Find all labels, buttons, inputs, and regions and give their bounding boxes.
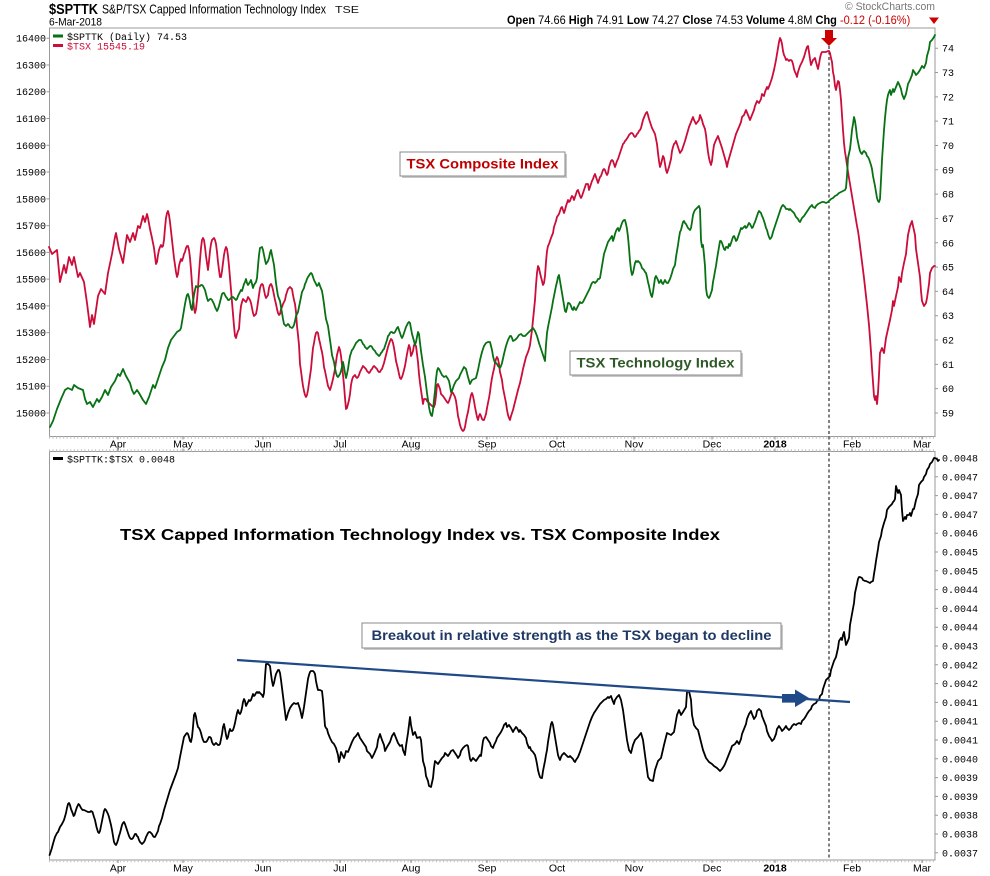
svg-text:6-Mar-2018: 6-Mar-2018 [49, 17, 102, 29]
svg-text:0.0039: 0.0039 [942, 774, 978, 785]
svg-text:TSE: TSE [335, 4, 359, 16]
svg-text:16300: 16300 [16, 61, 46, 72]
svg-text:Sep: Sep [478, 863, 497, 875]
svg-text:Apr: Apr [110, 863, 127, 875]
svg-text:0.0043: 0.0043 [942, 643, 978, 654]
svg-text:2018: 2018 [763, 439, 787, 451]
svg-text:0.0041: 0.0041 [942, 718, 978, 729]
svg-text:TSX Composite Index: TSX Composite Index [407, 157, 560, 172]
svg-text:66: 66 [942, 239, 954, 250]
svg-text:15400: 15400 [16, 302, 46, 313]
svg-text:15800: 15800 [16, 195, 46, 206]
svg-text:2018: 2018 [763, 863, 787, 875]
svg-text:Nov: Nov [625, 863, 644, 875]
svg-text:S&P/TSX Capped Information Tec: S&P/TSX Capped Information Technology In… [102, 3, 327, 17]
svg-text:72: 72 [942, 93, 954, 104]
svg-text:68: 68 [942, 191, 954, 202]
svg-text:© StockCharts.com: © StockCharts.com [845, 1, 935, 13]
svg-text:0.0037: 0.0037 [942, 849, 978, 860]
svg-text:16000: 16000 [16, 142, 46, 153]
svg-text:15200: 15200 [16, 356, 46, 367]
svg-text:0.0047: 0.0047 [942, 511, 978, 522]
svg-text:May: May [173, 863, 194, 875]
svg-text:Mar: Mar [913, 863, 932, 875]
svg-text:Dec: Dec [703, 863, 722, 875]
svg-text:$SPTTK: $SPTTK [49, 1, 98, 18]
svg-text:Apr: Apr [110, 439, 127, 451]
svg-text:15100: 15100 [16, 383, 46, 394]
svg-text:15000: 15000 [16, 409, 46, 420]
svg-text:15300: 15300 [16, 329, 46, 340]
svg-text:16100: 16100 [16, 115, 46, 126]
svg-text:Breakout in relative strength: Breakout in relative strength as the TSX… [372, 628, 773, 643]
svg-text:TSX Capped Information Technol: TSX Capped Information Technology Index … [120, 527, 720, 544]
svg-text:0.0045: 0.0045 [942, 549, 978, 560]
svg-text:0.0042: 0.0042 [942, 680, 978, 691]
svg-text:70: 70 [942, 142, 954, 153]
svg-text:Jun: Jun [255, 863, 272, 875]
svg-text:15700: 15700 [16, 222, 46, 233]
svg-text:$TSX 15545.19: $TSX 15545.19 [67, 42, 145, 54]
svg-text:0.0045: 0.0045 [942, 567, 978, 578]
svg-text:$SPTTK (Daily) 74.53: $SPTTK (Daily) 74.53 [67, 32, 187, 44]
svg-text:0.0046: 0.0046 [942, 530, 978, 541]
svg-text:Nov: Nov [625, 439, 644, 451]
svg-text:60: 60 [942, 385, 954, 396]
svg-text:Oct: Oct [549, 863, 565, 875]
svg-text:0.0042: 0.0042 [942, 661, 978, 672]
svg-text:16400: 16400 [16, 35, 46, 46]
svg-text:74: 74 [942, 45, 954, 56]
svg-text:16200: 16200 [16, 88, 46, 99]
svg-text:Oct: Oct [549, 439, 565, 451]
svg-text:Jul: Jul [333, 439, 346, 451]
svg-text:59: 59 [942, 410, 954, 421]
svg-text:0.0044: 0.0044 [942, 624, 978, 635]
svg-text:0.0047: 0.0047 [942, 492, 978, 503]
svg-text:0.0048: 0.0048 [942, 455, 978, 466]
svg-text:May: May [173, 439, 194, 451]
svg-text:Jul: Jul [333, 863, 346, 875]
svg-text:64: 64 [942, 288, 954, 299]
svg-text:0.0044: 0.0044 [942, 586, 978, 597]
svg-text:0.0041: 0.0041 [942, 737, 978, 748]
svg-text:$SPTTK:$TSX 0.0048: $SPTTK:$TSX 0.0048 [67, 455, 175, 467]
svg-text:0.0040: 0.0040 [942, 755, 978, 766]
svg-text:0.0041: 0.0041 [942, 699, 978, 710]
svg-text:Dec: Dec [703, 439, 722, 451]
svg-text:69: 69 [942, 166, 954, 177]
svg-text:0.0039: 0.0039 [942, 793, 978, 804]
svg-text:Feb: Feb [843, 863, 861, 875]
svg-text:15900: 15900 [16, 169, 46, 180]
svg-text:Aug: Aug [402, 863, 421, 875]
svg-text:Sep: Sep [478, 439, 497, 451]
svg-text:0.0038: 0.0038 [942, 831, 978, 842]
svg-text:TSX Technology Index: TSX Technology Index [577, 356, 736, 371]
svg-text:0.0044: 0.0044 [942, 605, 978, 616]
svg-text:15600: 15600 [16, 249, 46, 260]
svg-text:0.0038: 0.0038 [942, 812, 978, 823]
svg-text:63: 63 [942, 312, 954, 323]
svg-text:Aug: Aug [402, 439, 421, 451]
svg-text:61: 61 [942, 361, 954, 372]
svg-text:15500: 15500 [16, 276, 46, 287]
svg-text:0.0047: 0.0047 [942, 473, 978, 484]
svg-text:71: 71 [942, 118, 954, 129]
svg-text:Feb: Feb [843, 439, 861, 451]
svg-text:Jun: Jun [255, 439, 272, 451]
svg-text:62: 62 [942, 337, 954, 348]
svg-text:Mar: Mar [913, 439, 932, 451]
svg-text:73: 73 [942, 69, 954, 80]
svg-text:67: 67 [942, 215, 954, 226]
svg-text:65: 65 [942, 264, 954, 275]
svg-text:Open 74.66 High 74.91 Low 74: Open 74.66 High 74.91 Low 74.27 Close 74… [507, 15, 910, 28]
